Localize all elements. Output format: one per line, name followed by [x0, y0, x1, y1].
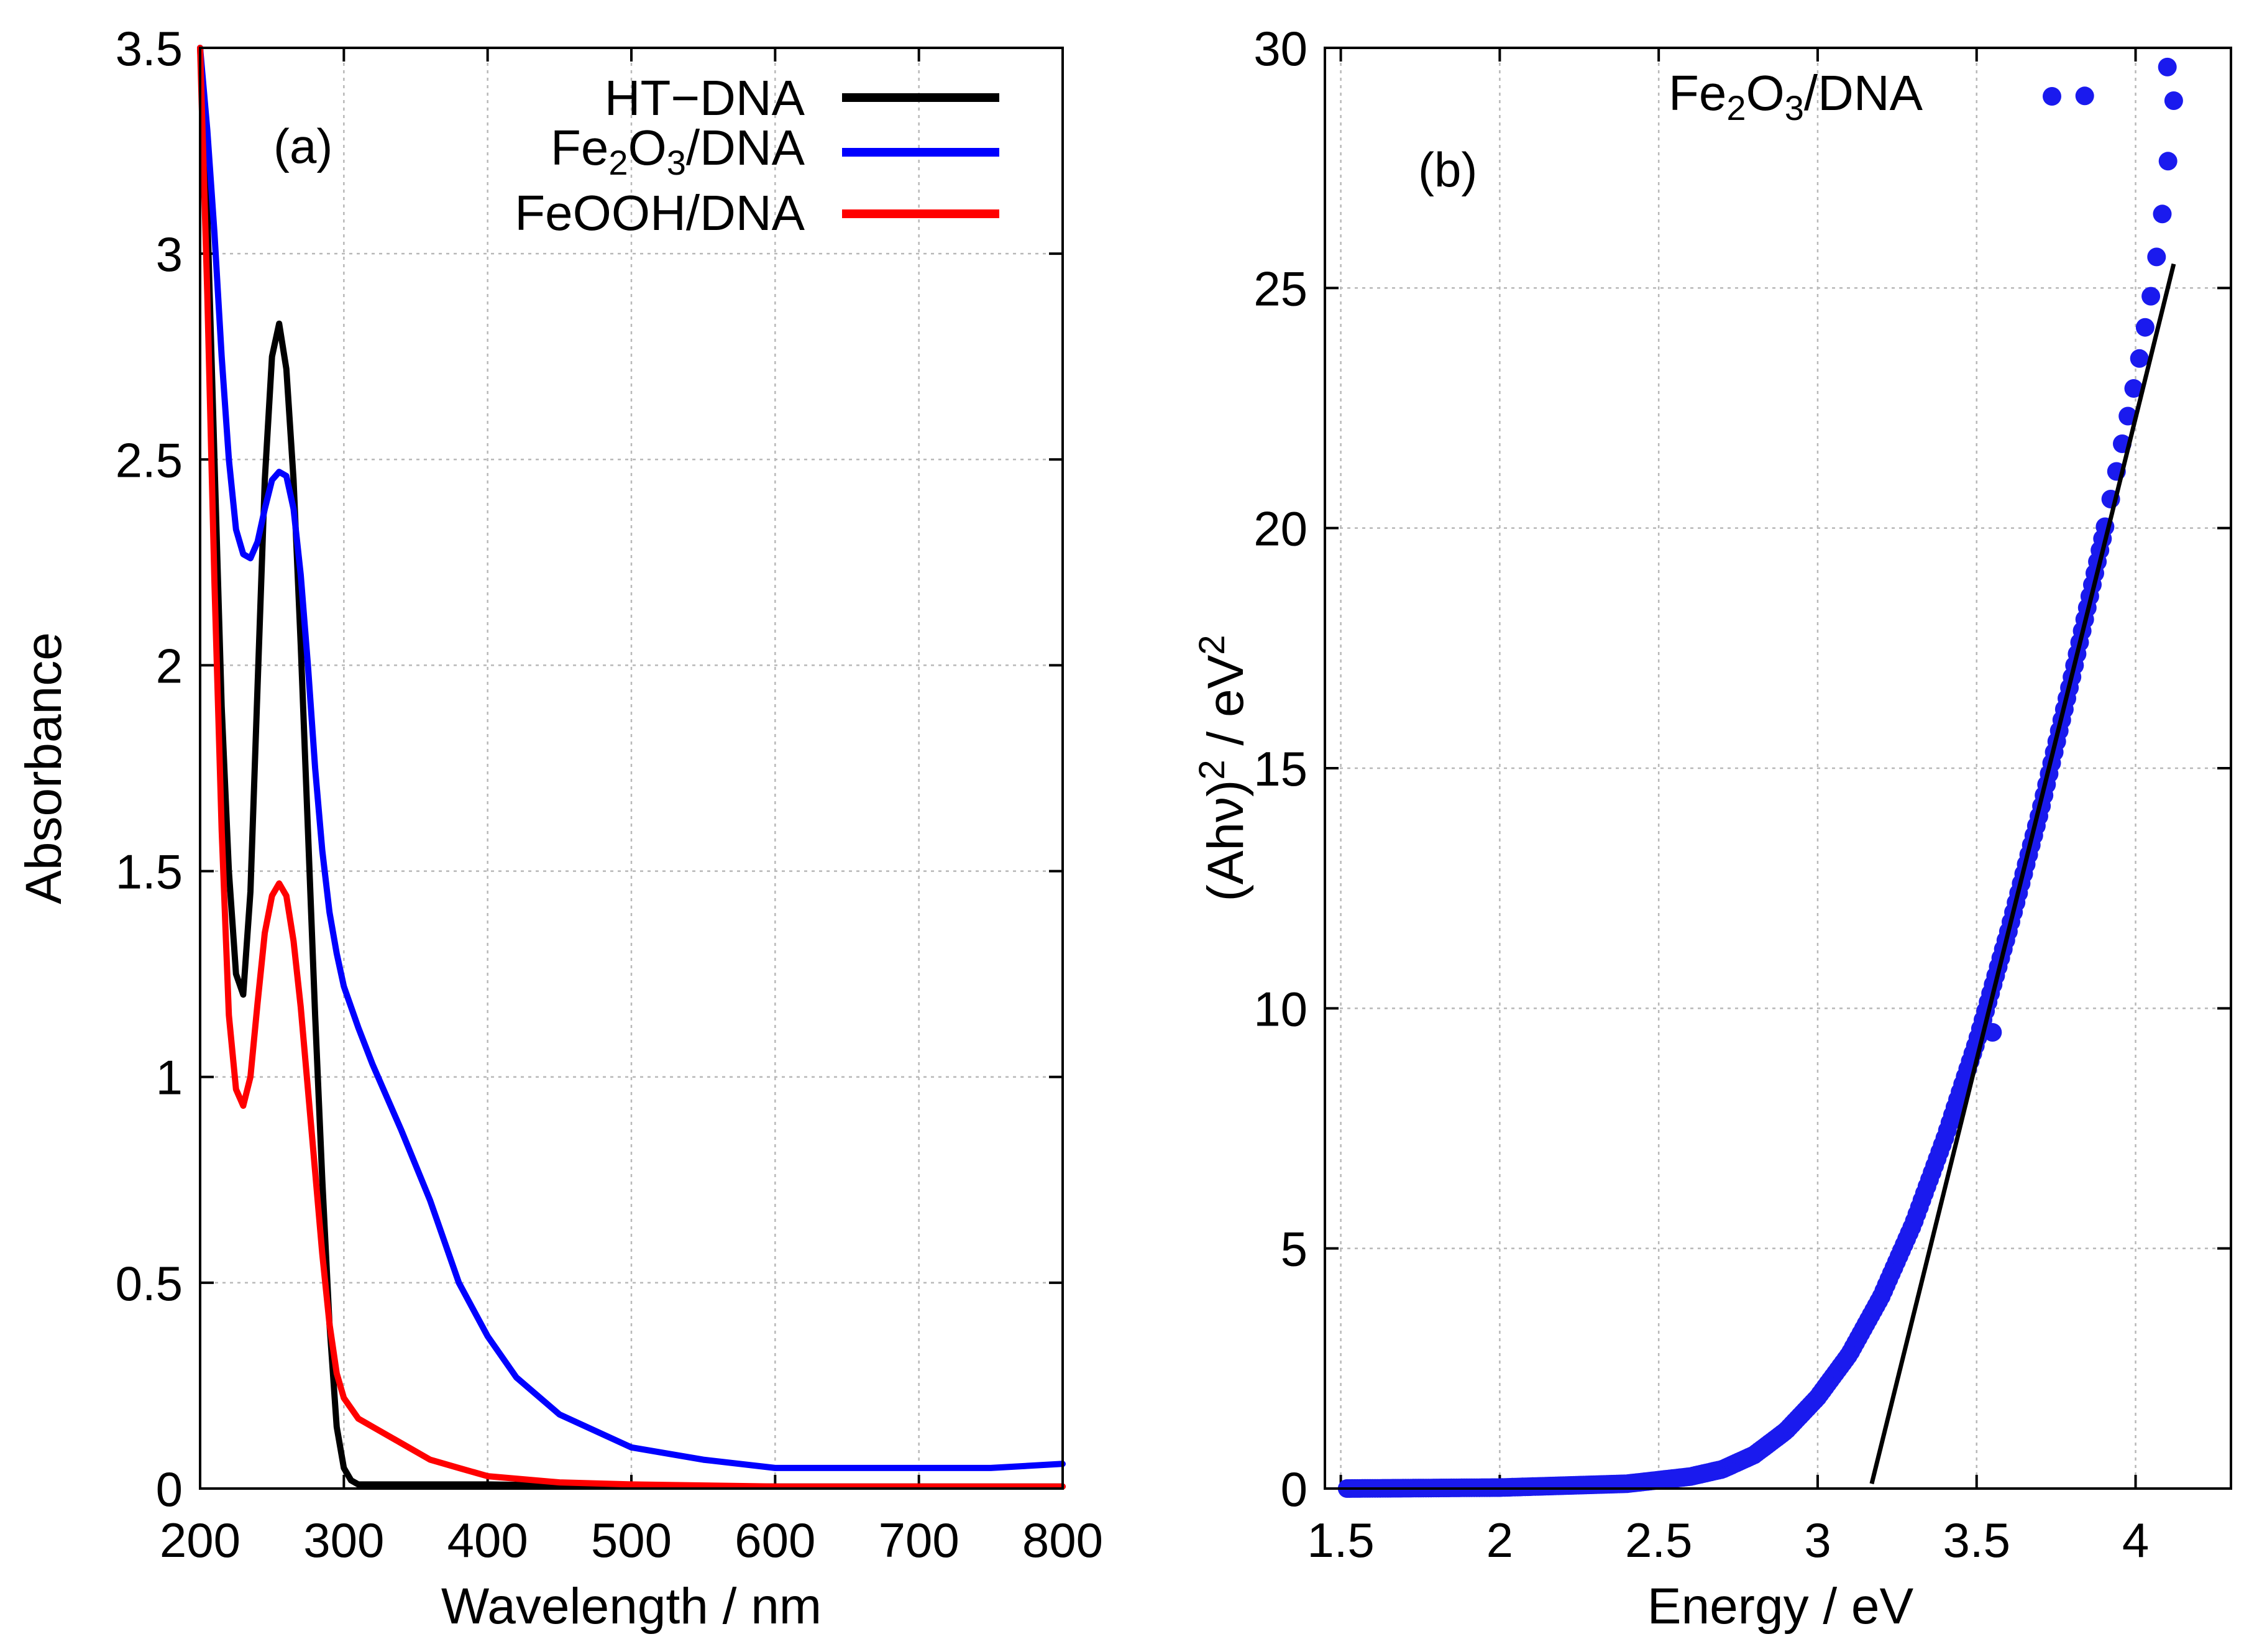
panel-a-xtick-label: 800 — [1022, 1513, 1103, 1567]
panel-b-ytick-label: 10 — [1253, 981, 1307, 1036]
panel-a-ytick-label: 2.5 — [116, 433, 183, 487]
panel-a-label: (a) — [273, 119, 332, 173]
panel-b-xtick-label: 4 — [2122, 1513, 2149, 1567]
scatter-point — [2075, 86, 2094, 106]
panel-a-ytick-label: 3 — [156, 227, 183, 282]
panel-b-ticks: 1.5 2 2.5 3 3.5 4 0 5 10 15 20 25 30 — [1253, 21, 2231, 1567]
panel-a-legend: HT−DNA Fe2O3/DNA FeOOH/DNA — [515, 70, 999, 241]
panel-a-xtick-label: 300 — [303, 1513, 384, 1567]
panel-a-ticks: 200 300 400 500 600 700 800 0 0.5 1 1.5 2 2.5 3 3.5 — [116, 21, 1104, 1567]
panel-a-ytick-label: 0 — [156, 1462, 183, 1517]
panel-a-absorbance-chart: 200 300 400 500 600 700 800 0 0.5 1 1.5 2 2.5 3 3.5 Wa… — [16, 21, 1103, 1635]
scatter-point — [2158, 152, 2178, 171]
panel-a-xtick-label: 700 — [879, 1513, 959, 1567]
panel-a-xtick-label: 600 — [735, 1513, 815, 1567]
panel-b-ylabel: (Ahν)2 / eV2 — [1192, 635, 1254, 901]
legend-label-feooh-dna: FeOOH/DNA — [515, 185, 805, 241]
panel-b-ytick-label: 15 — [1253, 741, 1307, 796]
panel-b-ytick-label: 0 — [1281, 1462, 1307, 1517]
panel-b-ytick-label: 30 — [1253, 21, 1307, 76]
panel-b-frame — [1324, 47, 2232, 1490]
panel-b-tauc-plot: 1.5 2 2.5 3 3.5 4 0 5 10 15 20 25 30 Energy / eV (Ah… — [1192, 21, 2232, 1635]
panel-a-series — [197, 45, 1066, 1490]
panel-b-legend-label: Fe2O3/DNA — [1669, 65, 1923, 127]
panel-b-fit-line — [1869, 263, 2176, 1485]
scatter-point — [1983, 1023, 2002, 1042]
scatter-point — [2158, 57, 2177, 76]
scatter-point — [2135, 318, 2155, 337]
panel-b-xtick-label: 3 — [1804, 1513, 1831, 1567]
panel-a-grid — [200, 48, 1063, 1489]
panel-b-grid — [1325, 48, 2231, 1489]
panel-a-xtick-label: 200 — [160, 1513, 240, 1567]
fit-line — [1869, 263, 2176, 1485]
panel-b-legend-marker — [2043, 87, 2061, 106]
panel-a-ylabel: Absorbance — [16, 632, 72, 904]
panel-b-xlabel: Energy / eV — [1647, 1578, 1914, 1635]
series-line-ht-dna — [197, 45, 1066, 1490]
scatter-point — [2141, 287, 2161, 306]
scatter-point — [2153, 204, 2172, 224]
panel-a-ytick-label: 0.5 — [116, 1256, 183, 1311]
panel-a-xtick-label: 500 — [591, 1513, 672, 1567]
panel-a-frame — [199, 47, 1064, 1490]
panel-b-ytick-label: 25 — [1253, 261, 1307, 316]
scatter-point — [2164, 91, 2183, 110]
panel-b-ytick-label: 20 — [1253, 502, 1307, 556]
panel-a-xlabel: Wavelength / nm — [441, 1578, 822, 1635]
panel-b-ytick-label: 5 — [1281, 1222, 1307, 1277]
panel-a-ytick-label: 1.5 — [116, 845, 183, 899]
scatter-point — [2124, 379, 2143, 398]
scatter-point — [2147, 247, 2166, 267]
panel-a-ytick-label: 1 — [156, 1050, 183, 1105]
panel-b-xtick-label: 3.5 — [1943, 1513, 2010, 1567]
panel-b-xtick-label: 2 — [1486, 1513, 1513, 1567]
legend-label-fe2o3-dna: Fe2O3/DNA — [551, 120, 805, 182]
panel-a-ytick-label: 2 — [156, 638, 183, 693]
legend-label-ht-dna: HT−DNA — [605, 70, 805, 126]
scatter-point — [2130, 349, 2149, 368]
scatter-point — [2118, 406, 2138, 426]
panel-a-ytick-label: 3.5 — [116, 21, 183, 76]
panel-b-label: (b) — [1418, 142, 1477, 197]
panel-b-xtick-label: 1.5 — [1307, 1513, 1374, 1567]
panel-b-xtick-label: 2.5 — [1625, 1513, 1692, 1567]
series-line-fe2o3-dna — [197, 45, 1066, 1471]
panel-a-xtick-label: 400 — [447, 1513, 528, 1567]
series-line-feooh-dna — [197, 45, 1066, 1490]
